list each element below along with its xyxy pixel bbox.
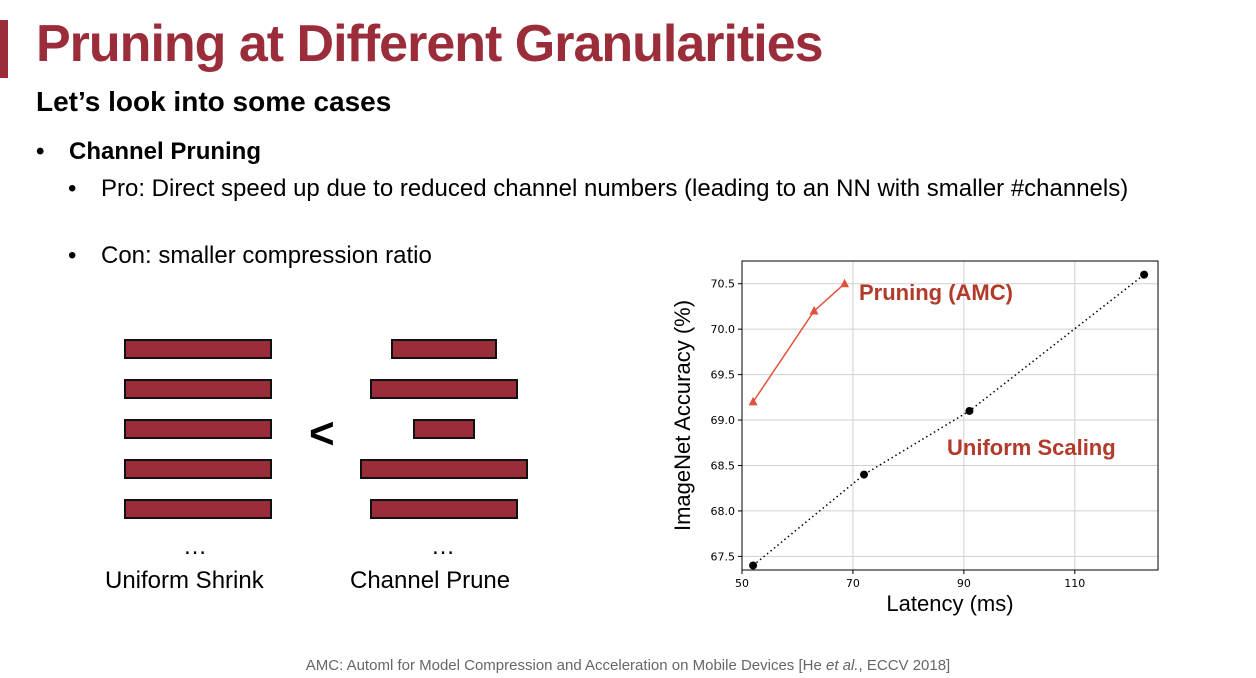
y-tick-label: 70.0 — [711, 323, 736, 336]
slide-title: Pruning at Different Granularities — [36, 15, 824, 73]
uniform-channel-bar — [124, 499, 272, 519]
pruned-channel-bar — [359, 459, 529, 479]
uniform-ellipsis: … — [183, 533, 207, 560]
footer-text-before: AMC: Automl for Model Compression and Ac… — [305, 657, 826, 674]
bullet-text: Channel Pruning — [69, 138, 261, 165]
data-point-circle — [749, 561, 758, 570]
y-axis-label: ImageNet Accuracy (%) — [670, 300, 695, 531]
data-point-circle — [965, 406, 974, 415]
bullet-dot: • — [68, 242, 77, 269]
series-line — [752, 283, 846, 403]
x-tick-label: 50 — [735, 577, 749, 590]
uniform-channel-bar — [124, 419, 272, 439]
pruned-channel-bar — [390, 339, 498, 359]
footer-italic: et al. — [825, 657, 859, 674]
x-tick-label: 110 — [1064, 577, 1085, 590]
prune-ellipsis: … — [431, 533, 455, 560]
pruned-channel-bar — [412, 419, 476, 439]
sub-bullet-text: Pro: Direct speed up due to reduced chan… — [101, 175, 1129, 202]
pruned-channel-bar — [370, 379, 518, 399]
uniform-channel-bar — [124, 459, 272, 479]
channel-prune-caption: Channel Prune — [350, 567, 511, 594]
series-label-uniform-scaling: Uniform Scaling — [947, 435, 1116, 460]
less-than-sign: < — [309, 409, 335, 458]
x-tick-label: 70 — [846, 577, 860, 590]
y-tick-label: 68.5 — [711, 459, 736, 472]
x-tick-label: 90 — [957, 577, 971, 590]
footer-citation: AMC: Automl for Model Compression and Ac… — [0, 657, 1256, 674]
footer-text-after: , ECCV 2018] — [858, 657, 951, 674]
sub-bullet-pro: • Pro: Direct speed up due to reduced ch… — [68, 173, 1148, 204]
title-accent-bar — [0, 20, 8, 78]
data-point-circle — [1140, 270, 1149, 279]
y-tick-label: 69.5 — [711, 369, 736, 382]
y-tick-label: 68.0 — [711, 505, 736, 518]
data-point-triangle — [748, 396, 758, 406]
uniform-channel-bar — [124, 379, 272, 399]
bullet-dot: • — [36, 138, 45, 165]
series-label-pruning-amc: Pruning (AMC) — [859, 280, 1013, 305]
y-tick-label: 69.0 — [711, 414, 736, 427]
uniform-shrink-caption: Uniform Shrink — [105, 567, 264, 594]
y-tick-label: 70.5 — [711, 278, 736, 291]
plot-frame — [741, 260, 1159, 571]
data-point-circle — [860, 470, 869, 479]
pruned-channel-bar — [370, 499, 518, 519]
slide-subtitle: Let’s look into some cases — [36, 86, 392, 117]
uniform-channel-bar — [124, 339, 272, 359]
y-tick-label: 67.5 — [711, 550, 736, 563]
data-point-triangle — [809, 305, 819, 315]
x-axis-label: Latency (ms) — [886, 591, 1013, 616]
sub-bullet-text: Con: smaller compression ratio — [101, 242, 432, 269]
accuracy-latency-chart: 50 70 90 110 67.5 68.0 68.5 69.0 69.5 70.0 70.5 Lat… — [670, 260, 1159, 616]
bullet-dot: • — [68, 175, 77, 202]
data-point-triangle — [840, 278, 850, 288]
